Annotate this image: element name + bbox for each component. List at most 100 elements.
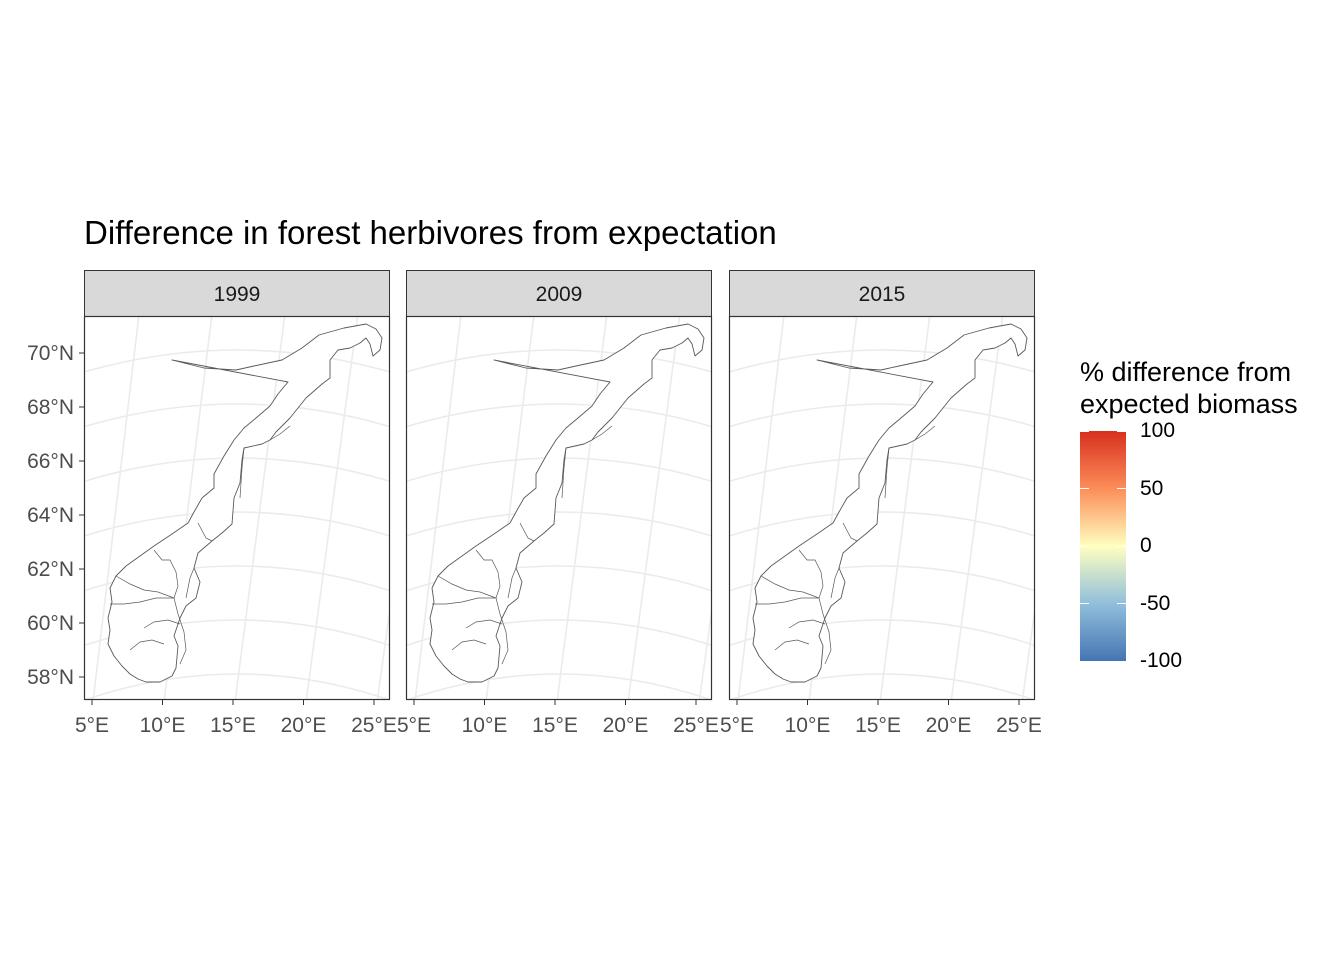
county-border	[197, 522, 213, 542]
county-border	[115, 575, 175, 599]
norway-map	[429, 323, 705, 683]
county-border	[269, 425, 291, 441]
county-border	[129, 639, 165, 651]
legend-tick-mark-right	[1117, 603, 1126, 604]
legend-tick-mark-right	[1117, 488, 1126, 489]
legend-title-line2: expected biomass	[1080, 389, 1298, 419]
county-border	[798, 549, 824, 599]
graticule-lon-20	[627, 316, 681, 700]
x-tick-label: 15°E	[532, 714, 578, 737]
x-tick-label: 20°E	[603, 714, 649, 737]
panel-border	[83, 315, 391, 701]
strip-background	[406, 270, 712, 317]
legend-title-line1: % difference from	[1080, 357, 1292, 387]
county-border	[519, 522, 535, 542]
y-tick-label: 58°N	[27, 666, 74, 689]
county-border	[239, 447, 245, 499]
panel-2009: 2009 5°E 10°E 15°E 20°E 25°E	[397, 270, 719, 737]
chart-title: Difference in forest herbivores from exp…	[84, 214, 777, 251]
strip-1999: 1999	[84, 270, 390, 317]
county-border	[591, 425, 613, 441]
graticule	[84, 316, 390, 700]
graticule-lat-70	[406, 349, 712, 373]
x-tick-label: 15°E	[210, 714, 256, 737]
norway-outline	[429, 323, 705, 683]
strip-background	[729, 270, 1035, 317]
county-border	[788, 619, 826, 629]
x-tick-label: 20°E	[926, 714, 972, 737]
y-axis-ticks: 70°N 68°N 66°N 64°N 62°N 60°N 58°N	[27, 342, 84, 689]
legend-tick-mark-right	[1117, 430, 1126, 432]
county-border	[507, 567, 517, 599]
county-border	[774, 639, 810, 651]
county-border	[451, 639, 487, 651]
strip-label: 2009	[536, 283, 583, 306]
county-border	[153, 549, 179, 599]
graticule-lat-58	[406, 673, 712, 700]
x-tick-label: 5°E	[720, 714, 754, 737]
county-border	[185, 567, 195, 599]
graticule-lat-64	[729, 511, 1035, 537]
graticule-lat-68	[84, 403, 390, 428]
legend-tick-mark-right	[1117, 660, 1126, 662]
graticule-lat-58	[729, 673, 1035, 700]
graticule-lat-58	[84, 673, 390, 700]
legend-title: % difference from expected biomass	[1080, 356, 1298, 420]
panel-border	[728, 315, 1036, 701]
legend-label: 100	[1140, 419, 1176, 442]
legend-tick-mark-left	[1080, 603, 1089, 604]
norway-outline	[107, 323, 383, 683]
county-border	[842, 522, 858, 542]
x-axis-ticks: 5°E 10°E 15°E 20°E 25°E	[397, 700, 719, 737]
county-border	[914, 425, 936, 441]
legend-tick-mark-left	[1080, 488, 1089, 489]
x-tick-label: 10°E	[462, 714, 508, 737]
county-border	[884, 447, 890, 499]
graticule-lon-20	[950, 316, 1004, 700]
norway-map	[752, 323, 1028, 683]
norway-outline	[752, 323, 1028, 683]
legend-tick-mark-right	[1117, 545, 1126, 547]
county-border	[475, 549, 501, 599]
graticule-lat-70	[729, 349, 1035, 373]
strip-2009: 2009	[406, 270, 712, 317]
graticule-lat-68	[729, 403, 1035, 428]
county-border	[143, 619, 181, 629]
strip-background	[84, 270, 390, 317]
county-border	[432, 597, 496, 605]
y-tick-label: 64°N	[27, 504, 74, 527]
x-tick-label: 20°E	[281, 714, 327, 737]
x-tick-label: 5°E	[75, 714, 109, 737]
strip-2015: 2015	[729, 270, 1035, 317]
graticule-lon-5	[92, 316, 140, 700]
graticule-lat-68	[406, 403, 712, 428]
graticule	[406, 316, 712, 700]
x-tick-label: 25°E	[673, 714, 719, 737]
graticule-lat-64	[406, 511, 712, 537]
x-axis-ticks: 5°E 10°E 15°E 20°E 25°E	[75, 700, 397, 737]
x-tick-label: 25°E	[996, 714, 1042, 737]
legend-label: 50	[1140, 476, 1164, 500]
legend-label: -100	[1140, 649, 1183, 672]
x-tick-label: 5°E	[397, 714, 431, 737]
strip-label: 1999	[214, 283, 261, 306]
county-border	[495, 597, 509, 665]
county-border	[818, 597, 832, 665]
county-border	[173, 597, 187, 665]
graticule-lat-64	[84, 511, 390, 537]
y-tick-label: 62°N	[27, 558, 74, 581]
x-tick-label: 10°E	[785, 714, 831, 737]
graticule-lon-20	[305, 316, 359, 700]
graticule-lat-70	[84, 349, 390, 373]
legend-tick-mark-left	[1080, 545, 1089, 547]
legend-label: -50	[1140, 591, 1171, 615]
legend-tick-mark-left	[1080, 430, 1089, 432]
county-border	[760, 575, 820, 599]
panel-1999: 1999 5°E 10°E 15°E 20°E 25°E	[75, 270, 397, 737]
norway-map	[107, 323, 383, 683]
panel-2015: 2015 5°E 10°E 15°E 20°E 25°E	[720, 270, 1042, 737]
county-border	[830, 567, 840, 599]
legend-tick-mark-left	[1080, 660, 1089, 662]
graticule-lon-25	[1021, 603, 1035, 700]
y-tick-label: 66°N	[27, 450, 74, 473]
